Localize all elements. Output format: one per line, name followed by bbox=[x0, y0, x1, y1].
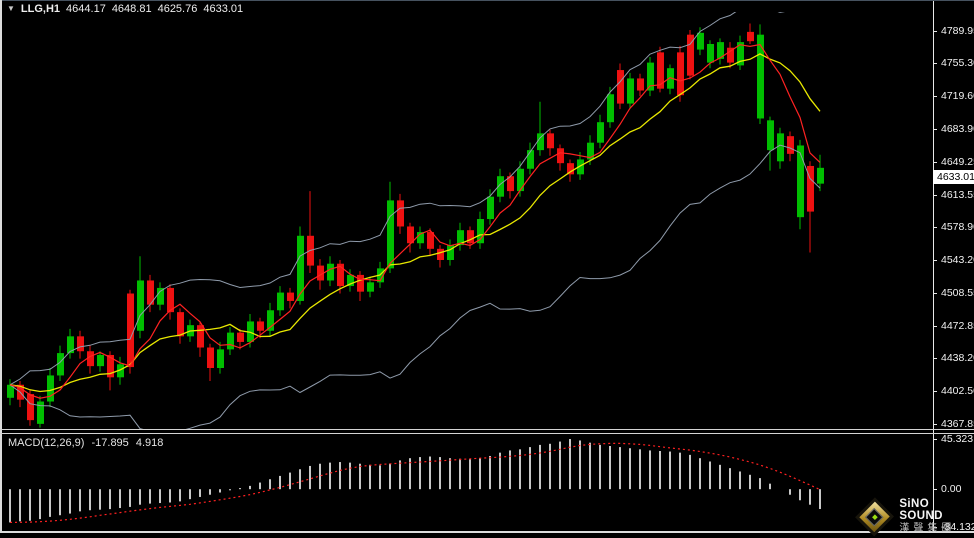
price-tick-mark bbox=[933, 129, 937, 130]
sino-sound-diamond-icon bbox=[859, 501, 891, 532]
price-tick-label: 4472.85 bbox=[941, 320, 974, 332]
price-tick-mark bbox=[933, 96, 937, 97]
open-value: 4644.17 bbox=[66, 3, 106, 15]
chevron-down-icon[interactable]: ▼ bbox=[7, 4, 15, 13]
price-tick-label: 4367.85 bbox=[941, 418, 974, 430]
symbol-header: ▼ LLG,H1 4644.17 4648.81 4625.76 4633.01 bbox=[7, 3, 243, 15]
price-tick-label: 4755.30 bbox=[941, 57, 974, 69]
logo-brand-text: SiNO SOUND bbox=[899, 498, 943, 522]
broker-logo: SiNO SOUND 漢聲集團 bbox=[858, 498, 974, 535]
price-tick-label: 4649.25 bbox=[941, 156, 974, 168]
current-price-badge: 4633.01 bbox=[933, 170, 974, 184]
price-tick-mark bbox=[933, 424, 937, 425]
price-tick-mark bbox=[933, 195, 937, 196]
high-value: 4648.81 bbox=[111, 3, 152, 15]
macd-signal-line bbox=[9, 442, 821, 523]
price-tick-mark bbox=[933, 63, 937, 64]
symbol-timeframe-label: LLG,H1 bbox=[20, 3, 61, 15]
bollinger-upper-band bbox=[9, 12, 786, 386]
price-tick-label: 4683.90 bbox=[941, 123, 974, 135]
logo-chinese-text: 漢聲集團 bbox=[899, 523, 956, 534]
candles bbox=[7, 23, 824, 428]
window-border-left bbox=[0, 0, 2, 533]
price-tick-label: 4508.55 bbox=[941, 287, 974, 299]
macd-signal-value: 4.918 bbox=[135, 437, 164, 449]
price-tick-mark bbox=[933, 162, 937, 163]
macd-tick-mark bbox=[933, 439, 937, 440]
price-tick-label: 4543.20 bbox=[941, 254, 974, 266]
fast-ma-line bbox=[9, 43, 821, 399]
price-axis-line bbox=[933, 1, 934, 531]
main-chart-layer bbox=[7, 12, 824, 429]
macd-panel-layer bbox=[9, 439, 821, 523]
macd-tick-mark bbox=[933, 527, 937, 528]
macd-name: MACD(12,26,9) bbox=[8, 437, 85, 449]
price-tick-label: 4438.20 bbox=[941, 352, 974, 364]
price-tick-label: 4402.50 bbox=[941, 385, 974, 397]
bollinger-lower-band bbox=[9, 144, 821, 429]
price-tick-label: 4578.90 bbox=[941, 221, 974, 233]
macd-tick-mark bbox=[933, 489, 937, 490]
macd-indicator-label: MACD(12,26,9) -17.895 4.918 bbox=[8, 437, 167, 449]
price-tick-mark bbox=[933, 31, 937, 32]
window-border-bottom bbox=[0, 531, 974, 533]
macd-main-value: -17.895 bbox=[91, 437, 129, 449]
macd-tick-label: 0.00 bbox=[941, 483, 962, 495]
macd-tick-label: -34.132 bbox=[941, 521, 974, 533]
price-tick-label: 4789.95 bbox=[941, 25, 974, 37]
price-tick-label: 4719.60 bbox=[941, 90, 974, 102]
price-tick-mark bbox=[933, 326, 937, 327]
middle-ma-line bbox=[9, 53, 821, 393]
panel-splitter[interactable] bbox=[0, 433, 974, 434]
low-value: 4625.76 bbox=[157, 3, 198, 15]
price-tick-label: 4613.55 bbox=[941, 189, 974, 201]
close-value: 4633.01 bbox=[203, 3, 244, 15]
panel-splitter[interactable] bbox=[0, 429, 974, 430]
window-border-top bbox=[0, 0, 974, 1]
macd-tick-label: 45.323 bbox=[941, 433, 974, 445]
price-tick-mark bbox=[933, 260, 937, 261]
price-tick-mark bbox=[933, 391, 937, 392]
price-tick-mark bbox=[933, 293, 937, 294]
price-tick-mark bbox=[933, 227, 937, 228]
price-tick-mark bbox=[933, 358, 937, 359]
